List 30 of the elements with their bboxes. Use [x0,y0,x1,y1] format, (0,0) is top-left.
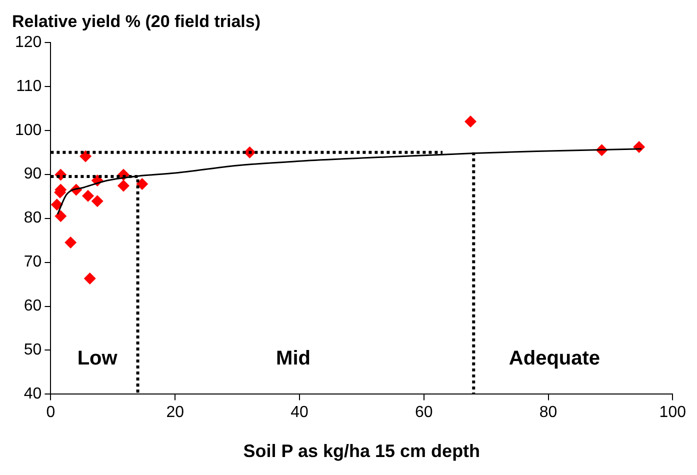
point [54,210,67,222]
x-tick-label: 0 [46,404,56,422]
point [64,236,77,248]
y-tick-label: 40 [24,386,42,403]
y-tick-label: 120 [14,34,42,51]
point [117,180,130,192]
point [82,190,94,202]
point [80,150,92,162]
x-axis-title: Soil P as kg/ha 15 cm depth [243,441,480,462]
annotation: Adequate [508,348,600,370]
point [136,178,148,190]
x-tick-label: 20 [166,404,184,422]
x-tick-label: 60 [414,404,433,422]
y-tick-label: 100 [14,122,42,139]
annotation: Low [77,348,118,370]
point [464,116,477,128]
point [91,195,104,208]
y-tick-label: 70 [24,254,42,271]
y-tick-label: 50 [24,342,42,359]
chart-title: Relative yield % (20 field trials) [12,12,260,31]
point [84,272,96,285]
annotation: Mid [276,348,310,370]
y-tick-label: 80 [24,210,42,227]
y-tick-label: 90 [24,166,42,183]
x-tick-label: 100 [659,404,686,422]
y-tick-label: 110 [16,78,42,95]
point [50,198,63,211]
x-tick-label: 40 [290,404,308,422]
y-tick-label: 60 [24,298,42,315]
x-tick-label: 80 [539,404,558,422]
